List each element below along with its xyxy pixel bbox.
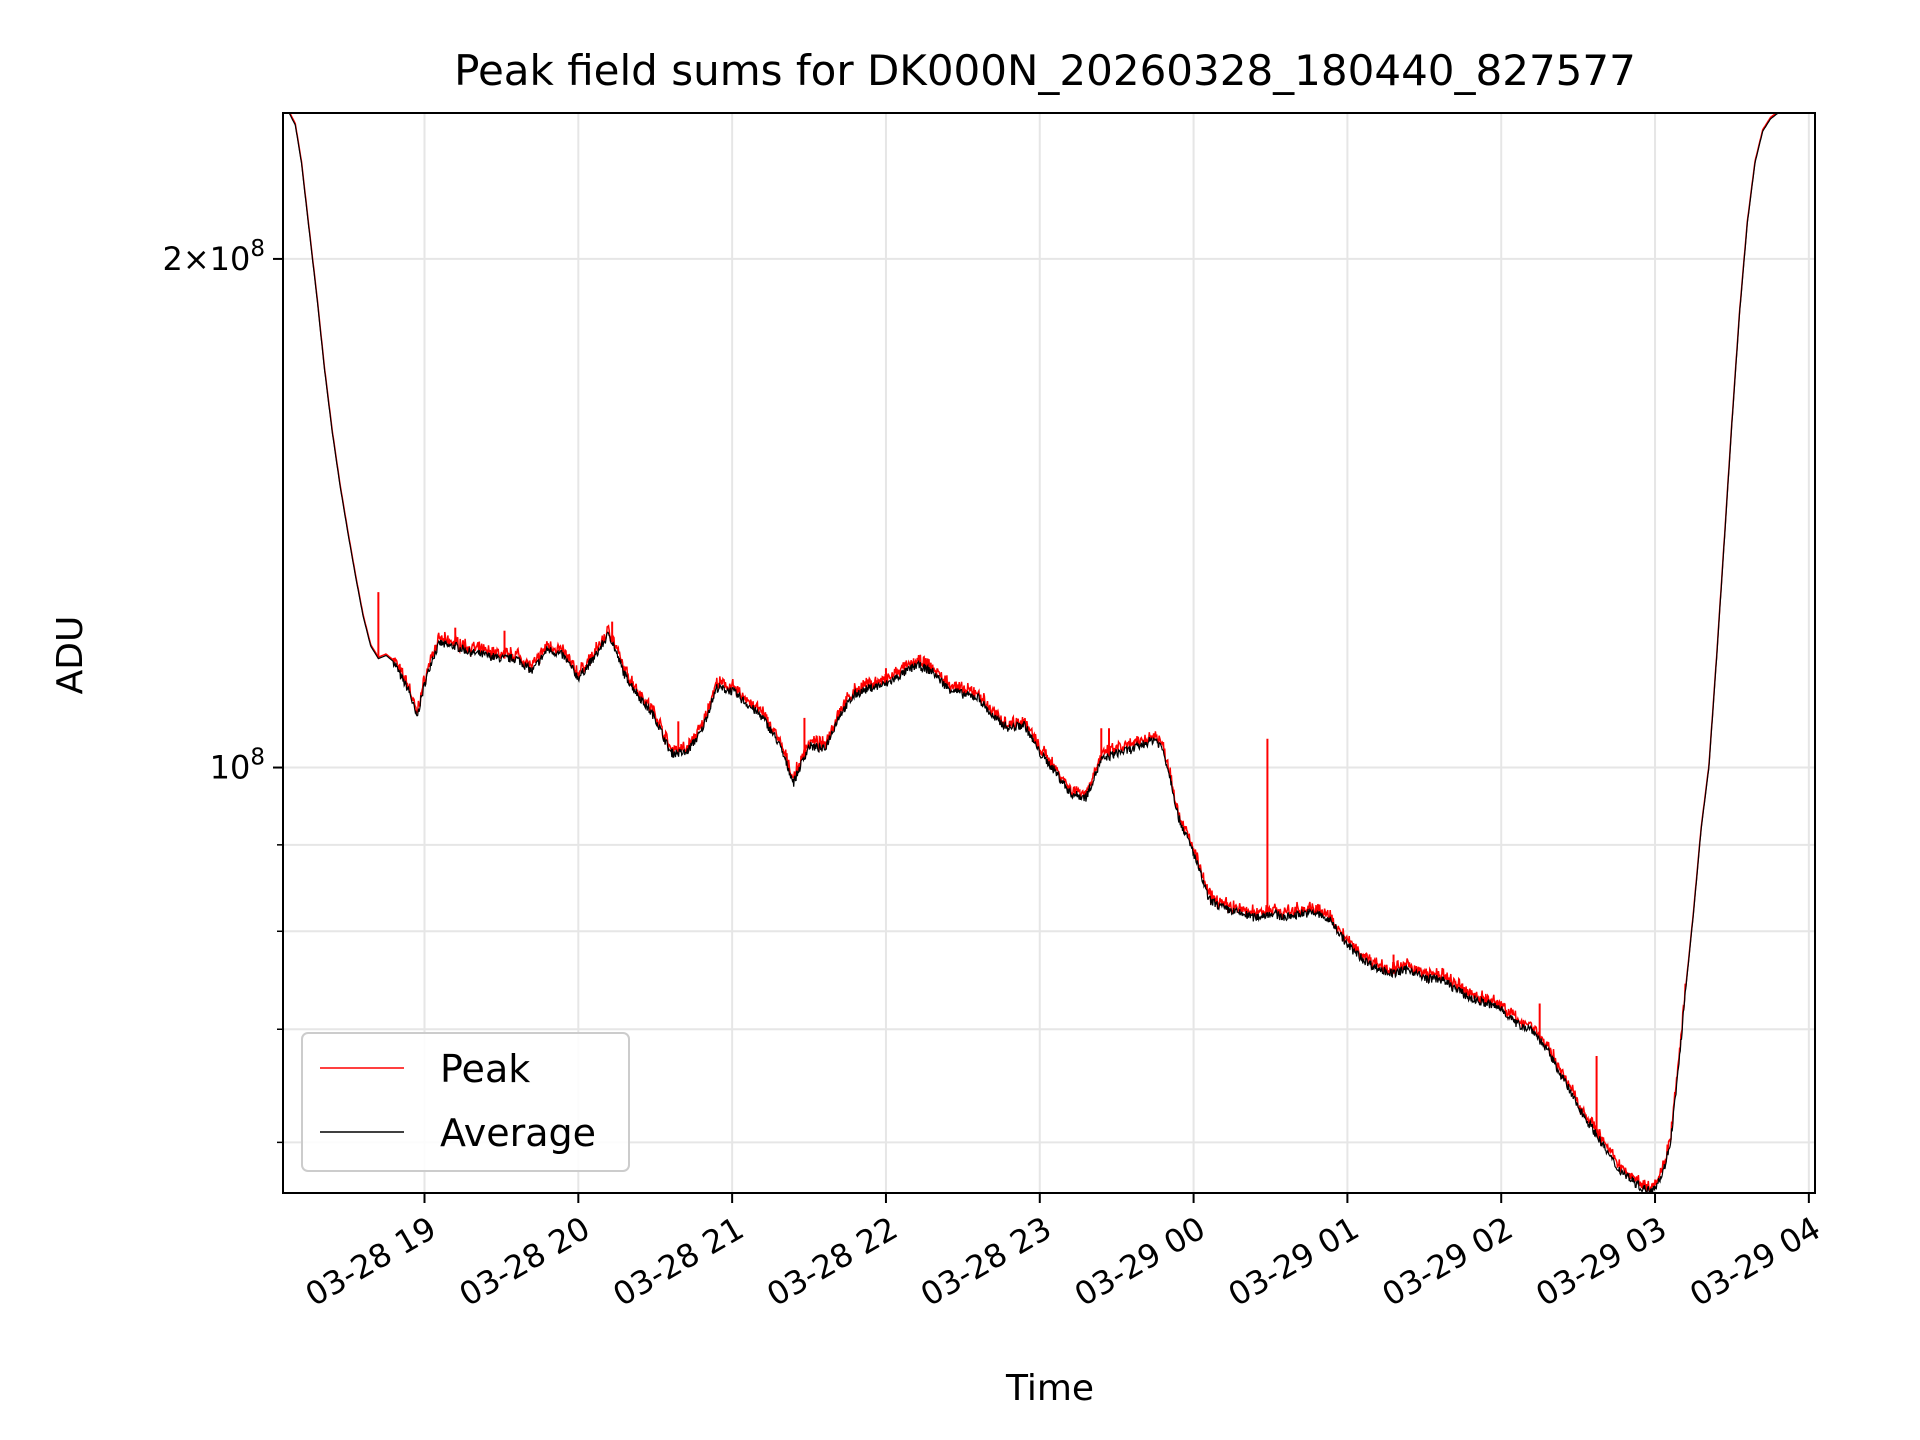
y-tick-label: 2×108 (162, 236, 265, 278)
chart-title: Peak field sums for DK000N_20260328_1804… (454, 46, 1636, 95)
plot-series (283, 113, 1815, 1193)
y-tick-label: 108 (210, 745, 265, 787)
x-axis-label: Time (1005, 1368, 1094, 1409)
y-axis-label: ADU (50, 616, 91, 695)
y-axis: 108 2×108 (162, 236, 283, 1144)
series-average-line (283, 113, 1815, 1193)
legend-average-label: Average (440, 1111, 596, 1155)
grid-lines (283, 113, 1815, 1193)
plot-frame (282, 112, 1816, 1194)
legend-peak-label: Peak (440, 1047, 530, 1091)
legend: Peak Average (301, 1032, 630, 1172)
